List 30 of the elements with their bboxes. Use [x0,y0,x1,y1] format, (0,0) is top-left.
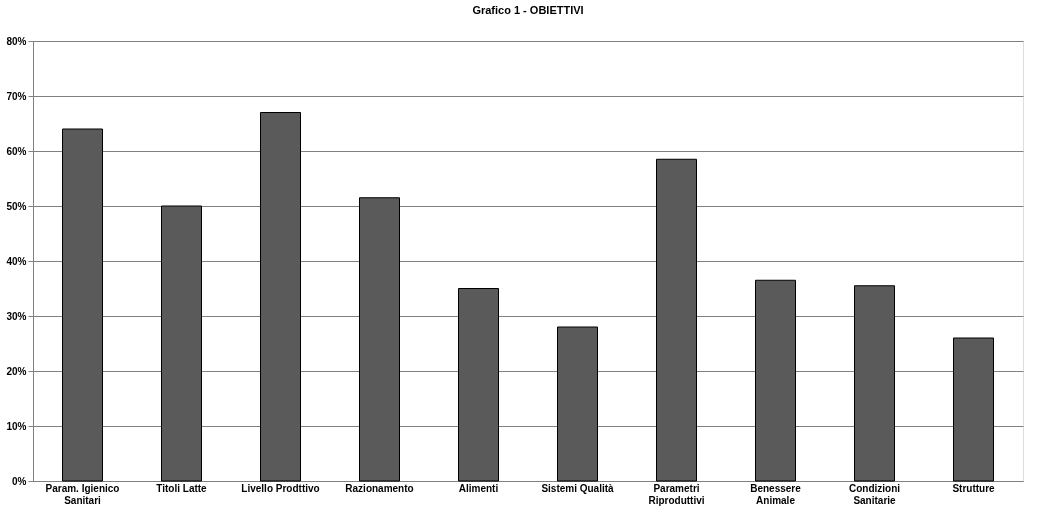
x-tick-label: Param. Igienico Sanitari [45,482,120,506]
x-tick-label: Razionamento [345,482,414,494]
x-tick-label: Sistemi Qualità [541,482,615,494]
bar [458,288,499,482]
bar [656,158,697,482]
x-tick-label: Titoli Latte [156,482,208,494]
chart-title: Grafico 1 - OBIETTIVI [472,4,584,16]
bar [359,197,400,482]
y-tick-label: 20% [6,365,27,377]
bar [62,128,103,482]
bar [953,337,994,482]
x-tick-label: Parametri Riproduttivi [648,482,705,506]
x-tick-label: Livello Prodttivo [241,482,320,494]
y-tick-label: 60% [6,145,27,157]
x-tick-label: Strutture [952,482,996,494]
bar [161,205,202,482]
bar [557,326,598,482]
y-tick-label: 10% [6,420,27,432]
bar [755,279,796,482]
y-tick-label: 70% [6,90,27,102]
y-tick-label: 50% [6,200,27,212]
x-tick-label: Condizioni Sanitarie [848,482,901,506]
y-tick-label: 30% [6,310,27,322]
y-tick-label: 80% [6,35,27,47]
y-tick-label: 0% [12,475,27,487]
y-tick-label: 40% [6,255,27,267]
x-tick-label: Alimenti [458,482,499,494]
bar [854,285,895,482]
x-tick-label: Benessere Animale [750,482,802,506]
bar [260,112,301,482]
